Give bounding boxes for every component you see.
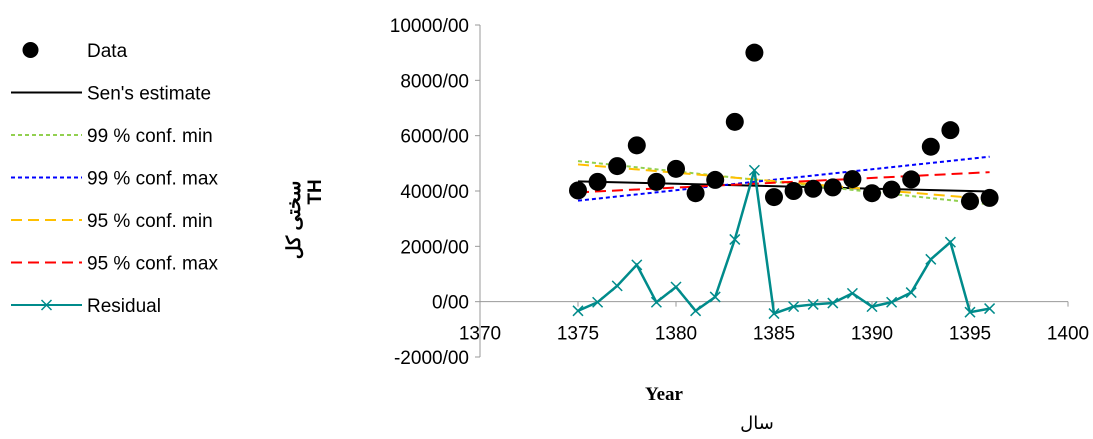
legend-entry: 95 % conf. min (11, 211, 213, 232)
x-tick-label: 1385 (753, 324, 795, 345)
plot-area (569, 43, 999, 320)
legend-marker (40, 299, 53, 311)
y-tick-label: 10000/00 (390, 16, 469, 37)
residual-marker (827, 297, 839, 309)
legend-entry: Data (22, 41, 128, 62)
data-point (686, 184, 705, 203)
residual-marker (768, 308, 780, 320)
legend: Data Sen's estimate 99 % conf. min 99 % con… (11, 41, 218, 317)
data-point (980, 188, 999, 207)
data-point (941, 121, 960, 140)
series-line-sen-s-estimate (577, 180, 990, 193)
y-tick-label: 2000/00 (400, 237, 469, 258)
legend-entry: 95 % conf. max (11, 254, 218, 275)
series-line-residual (577, 169, 990, 316)
x-tick-label: 1370 (459, 324, 501, 345)
data-point (706, 170, 725, 189)
data-point (569, 181, 587, 200)
residual-marker (788, 301, 800, 313)
residual-marker (944, 236, 956, 248)
legend-label: Residual (87, 296, 161, 317)
y-tick-label: -2000/00 (394, 348, 469, 369)
legend-entry: Sen's estimate (11, 84, 211, 105)
data-point (765, 188, 783, 207)
legend-label: 95 % conf. min (87, 211, 213, 232)
residual-marker (807, 298, 819, 310)
residual-marker (729, 233, 741, 245)
residual-marker (964, 306, 976, 318)
x-axis-label-fa: سال (740, 413, 774, 434)
y-tick-label: 0/00 (432, 293, 469, 314)
residual-marker (748, 164, 760, 176)
residual-marker (984, 303, 996, 315)
axes: -2000/00 0/00 2000/00 4000/00 6000/00 8000/00… (390, 16, 1089, 369)
legend-label: 99 % conf. max (87, 169, 218, 190)
residual-marker (631, 259, 643, 271)
data-point (647, 172, 666, 191)
legend-marker (22, 42, 39, 58)
data-point (921, 137, 940, 156)
data-point (902, 170, 921, 189)
data-point (823, 178, 842, 197)
data-point (667, 159, 685, 178)
series-line-95-conf-max (577, 171, 990, 194)
legend-label: Sen's estimate (87, 84, 211, 105)
data-point (863, 184, 881, 203)
data-point (882, 180, 901, 199)
data-point (608, 157, 627, 176)
data-point (627, 136, 646, 155)
data-point (588, 172, 607, 191)
residual-marker (572, 305, 584, 317)
data-point (961, 192, 979, 211)
y-tick-label: 8000/00 (400, 71, 469, 92)
legend-entry: 99 % conf. max (11, 169, 218, 190)
residual-marker (690, 305, 702, 317)
residual-marker (611, 280, 623, 292)
legend-entry: Residual (11, 296, 161, 317)
x-tick-label: 1390 (851, 324, 893, 345)
x-tick-label: 1400 (1047, 324, 1089, 345)
legend-label: 95 % conf. max (87, 254, 218, 275)
data-point (804, 179, 823, 198)
data-point (745, 43, 764, 62)
residual-marker (709, 291, 721, 303)
data-point (725, 112, 744, 131)
y-tick-label: 4000/00 (400, 182, 469, 203)
y-axis-label-en: TH (305, 179, 326, 204)
residual-marker (925, 253, 937, 265)
residual-marker (650, 296, 662, 308)
x-tick-label: 1375 (557, 324, 599, 345)
residual-marker (592, 296, 604, 308)
data-point (784, 182, 803, 200)
x-tick-label: 1380 (655, 324, 697, 345)
y-axis-label-fa: سختی کل (284, 181, 305, 259)
residual-marker (886, 296, 898, 308)
residual-marker (846, 287, 858, 299)
y-tick-label: 6000/00 (400, 127, 469, 148)
data-point (843, 170, 862, 189)
x-axis-label-en: Year (645, 384, 684, 405)
legend-entry: 99 % conf. min (11, 126, 213, 147)
legend-label: Data (87, 41, 128, 62)
x-tick-label: 1395 (949, 324, 991, 345)
series-line-99-conf-max (577, 155, 990, 202)
residual-marker (670, 281, 682, 293)
residual-marker (866, 301, 878, 313)
residual-marker (905, 287, 917, 299)
legend-label: 99 % conf. min (87, 126, 213, 147)
